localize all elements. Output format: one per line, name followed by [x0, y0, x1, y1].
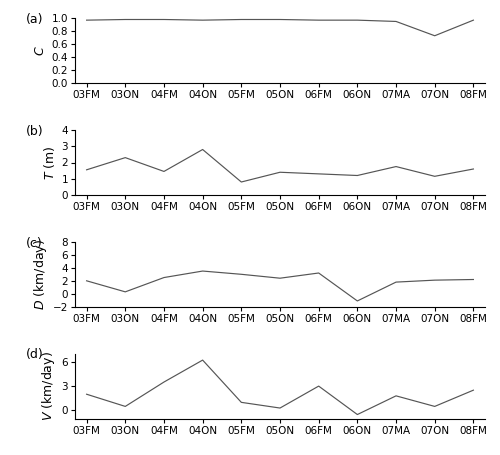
Y-axis label: $C$: $C$	[34, 46, 48, 56]
Text: (d): (d)	[26, 349, 44, 361]
Text: (c): (c)	[26, 237, 42, 250]
Y-axis label: $V$ (km/day): $V$ (km/day)	[40, 351, 58, 421]
Y-axis label: $D$ (km/day): $D$ (km/day)	[32, 239, 48, 310]
Text: (a): (a)	[26, 13, 44, 26]
Text: (b): (b)	[26, 125, 44, 138]
Y-axis label: $T$ (m): $T$ (m)	[42, 145, 58, 180]
